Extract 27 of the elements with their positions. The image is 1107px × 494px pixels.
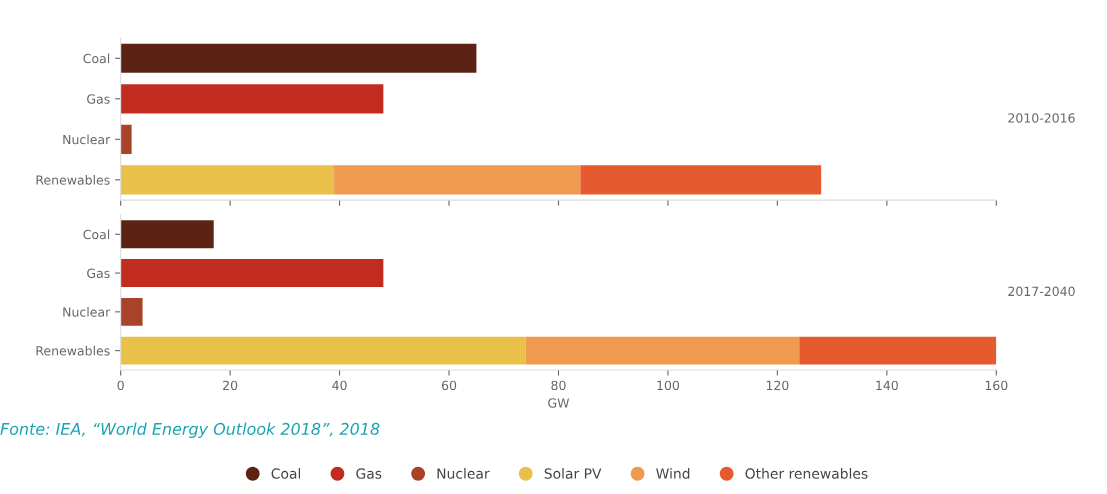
x-tick-label: 20 (223, 380, 238, 391)
x-tick-label: 40 (332, 380, 347, 391)
y-tick-label: Coal (83, 53, 110, 64)
y-tick-label: Nuclear (63, 134, 111, 145)
y-tick-label: Renewables (36, 345, 110, 356)
legend-label: Nuclear (437, 468, 490, 479)
legend-label: Solar PV (544, 468, 602, 479)
y-tick-label: Gas (87, 268, 110, 278)
legend-label: Wind (656, 468, 690, 479)
x-tick-label: 80 (551, 380, 566, 391)
y2-axis-title: 2010-2016 (1008, 113, 1075, 123)
x-tick-label: 120 (766, 380, 789, 391)
x-axis-title: GW (548, 398, 570, 408)
x-tick-label: 100 (657, 380, 680, 391)
x-tick-label: 60 (441, 380, 457, 391)
y-tick-label: Nuclear (63, 307, 111, 317)
y-tick-label: Gas (87, 94, 110, 104)
x-tick-label: 140 (876, 380, 898, 391)
y-tick-label: Coal (83, 229, 110, 240)
legend-label: Gas (356, 468, 382, 479)
y-tick-label: Renewables (36, 175, 110, 185)
legend-label: Other renewables (745, 468, 868, 479)
source-note: Fonte: IEA, “World Energy Outlook 2018”, 2018 (0, 422, 380, 439)
legend-label: Coal (271, 468, 301, 479)
x-tick-label: 160 (985, 380, 1008, 391)
x-tick-label: 0 (117, 380, 124, 391)
y2-axis-title: 2017-2040 (1008, 286, 1075, 297)
